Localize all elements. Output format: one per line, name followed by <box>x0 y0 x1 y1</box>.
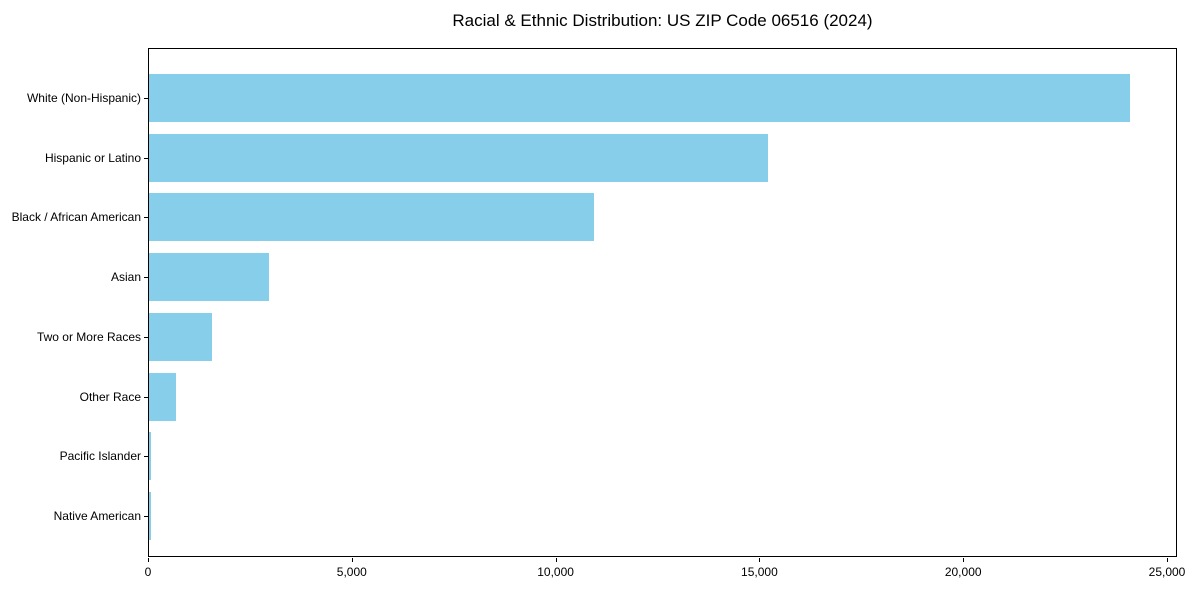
y-tick-label-hispanic-or-latino: Hispanic or Latino <box>44 150 141 165</box>
y-tick-mark <box>144 217 148 219</box>
x-tick-label-15000: 15,000 <box>741 565 778 579</box>
y-tick-mark <box>144 336 148 338</box>
bar-pacific-islander <box>149 432 151 481</box>
x-tick-label-20000: 20,000 <box>944 565 982 579</box>
x-tick-label-25000: 25,000 <box>1148 565 1186 579</box>
x-tick-label-0: 0 <box>144 565 152 579</box>
x-tick-mark <box>1167 558 1168 562</box>
bar-black-african-american <box>149 193 595 242</box>
y-tick-mark <box>144 515 148 517</box>
x-tick-mark <box>555 558 557 562</box>
y-tick-label-two-or-more-races: Two or More Races <box>36 329 141 344</box>
x-tick-mark <box>148 558 149 562</box>
y-tick-label-white-non-hispanic: White (Non-Hispanic) <box>26 91 141 105</box>
bar-hispanic-or-latino <box>149 133 768 182</box>
x-tick-label-5000: 5,000 <box>336 565 367 579</box>
y-tick-label-native-american: Native American <box>53 508 141 523</box>
y-tick-label-asian: Asian <box>110 270 141 285</box>
x-tick-label-10000: 10,000 <box>537 565 574 579</box>
bar-native-american <box>149 491 152 540</box>
bar-other-race <box>149 372 176 421</box>
y-tick-mark <box>144 456 148 458</box>
y-tick-mark <box>144 98 148 99</box>
bar-two-or-more-races <box>149 312 213 361</box>
x-tick-mark <box>963 558 965 562</box>
bar-asian <box>149 253 270 302</box>
y-tick-label-other-race: Other Race <box>79 389 141 404</box>
x-tick-mark <box>351 558 353 562</box>
chart-title: Racial & Ethnic Distribution: US ZIP Cod… <box>452 11 873 30</box>
plot-area <box>148 48 1177 557</box>
y-tick-label-black-african-american: Black / African American <box>11 210 141 225</box>
bar-white-non-hispanic <box>149 74 1130 122</box>
x-tick-mark <box>759 558 761 562</box>
y-tick-label-pacific-islander: Pacific Islander <box>59 449 141 464</box>
y-tick-mark <box>144 277 148 279</box>
y-tick-mark <box>144 157 148 159</box>
y-tick-mark <box>144 396 148 398</box>
